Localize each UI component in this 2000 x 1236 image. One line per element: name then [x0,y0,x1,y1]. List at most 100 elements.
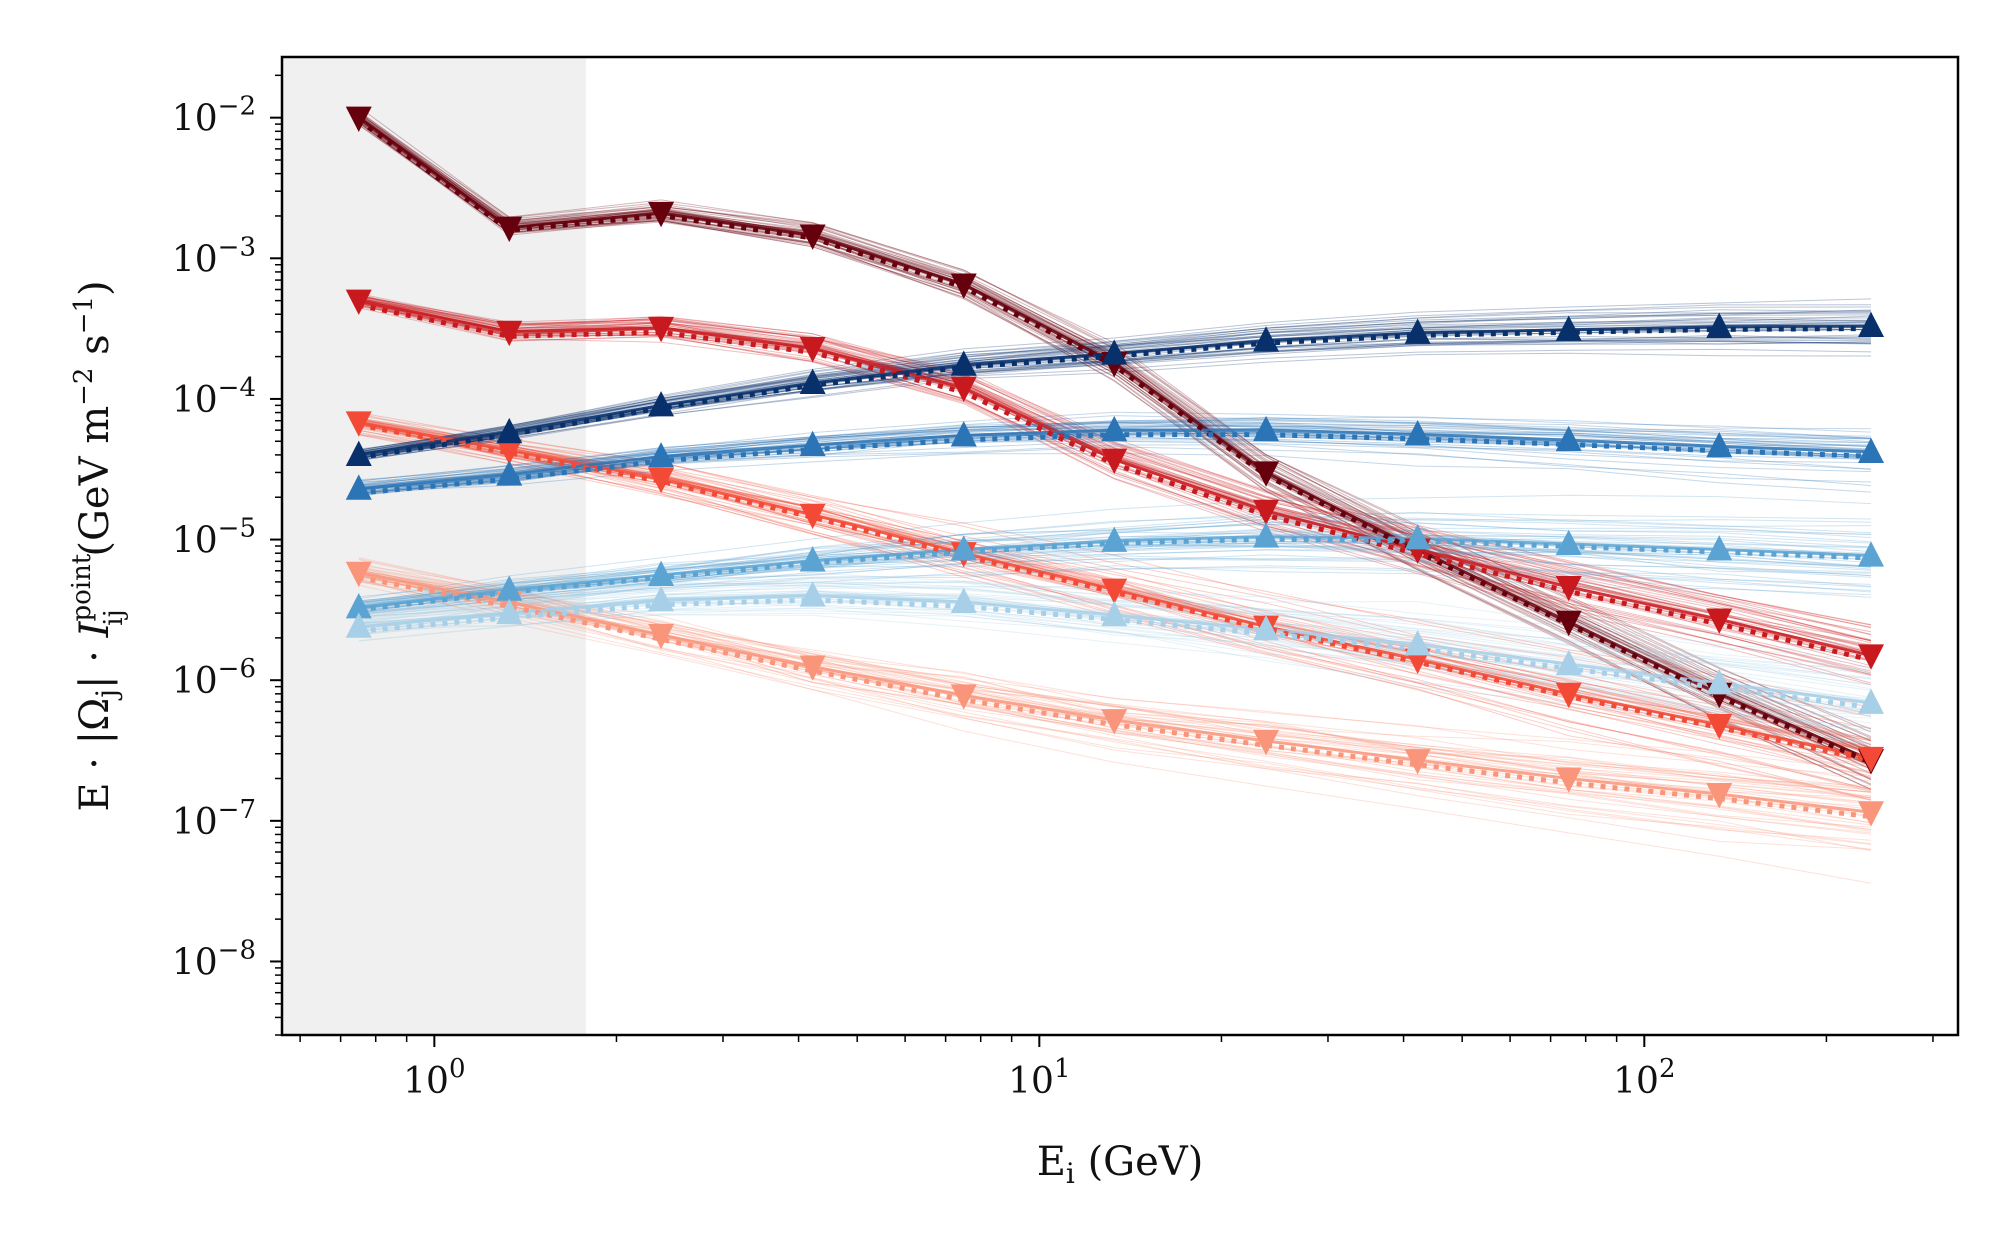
down-triangle-marker [345,411,372,437]
x-tick-label: 100 [403,1054,465,1102]
up-triangle-marker [950,350,977,376]
up-triangle-marker [1555,425,1582,452]
down-triangle-marker [1101,709,1128,735]
y-label-unit: (GeV m [72,406,118,569]
realization-line [358,572,1872,791]
down-triangle-marker [1555,767,1582,793]
realization-line [358,415,1872,717]
realization-line [358,558,1872,801]
down-triangle-marker [1858,801,1885,827]
down-triangle-marker [345,289,372,315]
up-triangle-marker [345,592,372,619]
y-label-mid: | · [72,637,118,689]
realization-line [358,567,1872,615]
realization-line [358,298,1872,642]
up-triangle-marker [1101,339,1128,365]
up-triangle-marker [799,546,826,572]
realization-line [358,569,1872,793]
realization-line [358,612,1872,740]
realization-line [358,578,1872,884]
realization-line [358,512,1872,606]
down-triangle-marker [1101,448,1128,474]
up-triangle-marker [1555,315,1582,341]
down-triangle-marker [345,106,372,132]
up-triangle-marker [1101,526,1128,552]
up-triangle-marker [1253,415,1280,442]
data-markers [345,106,1885,827]
realization-line [358,565,1872,616]
realization-line [358,584,1872,850]
up-triangle-marker [799,430,826,457]
up-triangle-marker [1404,629,1431,656]
tick-labels: 100 101 102 10−2 10−3 10−4 10−5 10−6 10−7 10−8 [172,92,1676,1102]
down-triangle-marker [496,439,523,465]
up-triangle-marker [1253,615,1280,641]
down-triangle-marker [648,467,675,494]
up-triangle-marker [648,442,675,468]
realization-line [358,574,1872,789]
down-triangle-marker [799,337,826,363]
realization-line [358,607,1872,724]
up-triangle-marker [1706,312,1733,338]
y-tick-label: 10−7 [172,795,256,843]
up-triangle-marker [1253,326,1280,352]
up-triangle-marker [950,421,977,447]
y-tick-label: 10−6 [172,654,256,702]
x-axis-label: Ei (GeV) [1037,1139,1204,1190]
realization-line [358,573,1872,841]
up-triangle-marker [1858,688,1885,714]
realization-line [358,415,1872,486]
realization-line [358,304,1872,686]
realization-line [358,515,1872,604]
y-label-symbol: I [72,620,118,638]
realization-line [358,296,1872,626]
x-tick-label: 102 [1613,1054,1675,1102]
up-triangle-marker [1858,437,1885,463]
up-triangle-marker [1858,541,1885,567]
y-tick-label: 10−8 [172,935,256,983]
up-triangle-marker [1404,318,1431,344]
series-median-line [358,422,1872,763]
down-triangle-marker [345,561,372,588]
down-triangle-marker [1555,610,1582,637]
down-triangle-marker [950,376,977,403]
y-label-exp2: −1 [69,296,99,334]
realization-line [358,297,1872,642]
up-triangle-marker [1101,600,1128,627]
y-label-close: ) [72,280,118,296]
up-triangle-marker [496,598,523,625]
up-triangle-marker [1858,311,1885,338]
x-axis-label-base: E [1037,1139,1066,1185]
x-axis-label-sub: i [1066,1157,1075,1190]
up-triangle-marker [1404,420,1431,446]
realization-line [358,294,1872,642]
realization-line [358,607,1872,744]
y-label-sub1: j [90,689,123,701]
up-triangle-marker [799,581,826,607]
y-tick-label: 10−3 [172,232,256,280]
down-triangle-marker [950,273,977,299]
down-triangle-marker [799,655,826,681]
x-axis-label-unit: (GeV) [1075,1139,1203,1185]
down-triangle-marker [1858,644,1885,670]
plot-area [282,57,1885,1035]
down-triangle-marker [1706,783,1733,809]
realization-line [358,610,1872,732]
down-triangle-marker [799,503,826,530]
x-tick-label: 101 [1008,1054,1070,1102]
up-triangle-marker [1706,669,1733,695]
down-triangle-marker [1555,575,1582,602]
down-triangle-marker [1706,713,1733,740]
up-triangle-marker [950,535,977,561]
realization-line [358,297,1872,628]
y-axis-label: E · |Ωj| · Ipointij (GeV m−2 s−1) [67,280,129,811]
y-tick-label: 10−2 [172,92,256,140]
up-triangle-marker [1101,415,1128,442]
up-triangle-marker [496,460,523,486]
up-triangle-marker [950,587,977,614]
up-triangle-marker [496,575,523,601]
down-triangle-marker [1253,729,1280,756]
series-median-line [358,326,1872,460]
y-label-exp1: −2 [69,368,99,406]
up-triangle-marker [1706,432,1733,458]
